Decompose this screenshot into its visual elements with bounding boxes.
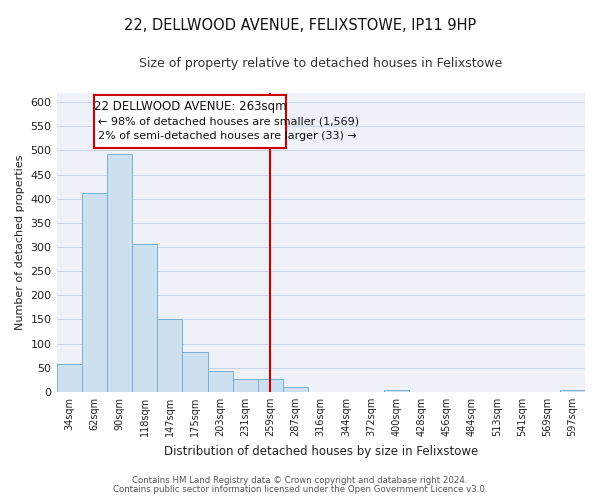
Bar: [107, 154, 132, 392]
Bar: [233, 380, 258, 392]
Y-axis label: Number of detached properties: Number of detached properties: [15, 154, 25, 330]
Bar: [283, 387, 308, 392]
X-axis label: Distribution of detached houses by size in Felixstowe: Distribution of detached houses by size …: [164, 444, 478, 458]
Text: 22, DELLWOOD AVENUE, FELIXSTOWE, IP11 9HP: 22, DELLWOOD AVENUE, FELIXSTOWE, IP11 9H…: [124, 18, 476, 32]
FancyBboxPatch shape: [94, 95, 286, 148]
Title: Size of property relative to detached houses in Felixstowe: Size of property relative to detached ho…: [139, 58, 502, 70]
Text: 2% of semi-detached houses are larger (33) →: 2% of semi-detached houses are larger (3…: [98, 132, 357, 141]
Bar: [258, 380, 283, 392]
Text: Contains public sector information licensed under the Open Government Licence v3: Contains public sector information licen…: [113, 485, 487, 494]
Bar: [56, 364, 82, 392]
Bar: [182, 352, 208, 392]
Bar: [132, 244, 157, 392]
Bar: [208, 370, 233, 392]
Bar: [82, 194, 107, 392]
Bar: [560, 390, 585, 392]
Text: 22 DELLWOOD AVENUE: 263sqm: 22 DELLWOOD AVENUE: 263sqm: [94, 100, 286, 113]
Bar: [383, 390, 409, 392]
Text: ← 98% of detached houses are smaller (1,569): ← 98% of detached houses are smaller (1,…: [98, 116, 359, 126]
Bar: [157, 320, 182, 392]
Text: Contains HM Land Registry data © Crown copyright and database right 2024.: Contains HM Land Registry data © Crown c…: [132, 476, 468, 485]
